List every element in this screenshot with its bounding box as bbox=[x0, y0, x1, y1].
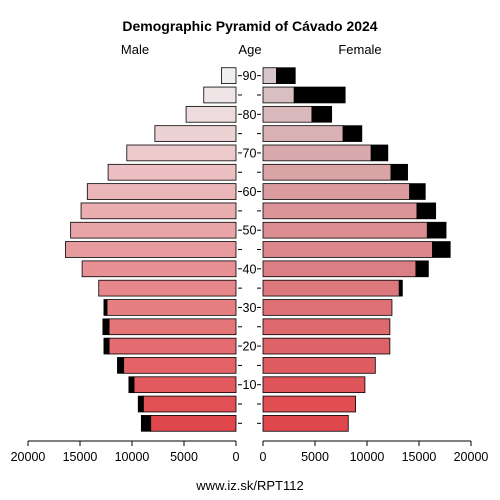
female-extra-bar-85-89 bbox=[293, 86, 346, 104]
source-footer[interactable]: www.iz.sk/RPT112 bbox=[196, 478, 304, 493]
male-bar-10-14 bbox=[133, 376, 237, 394]
male-x-tick-label: 15000 bbox=[63, 450, 98, 464]
female-header: Female bbox=[338, 42, 382, 57]
male-extra-bar-30-34 bbox=[103, 299, 108, 316]
male-extra-bar-10-14 bbox=[128, 376, 135, 394]
male-extra-bar-20-24 bbox=[103, 337, 110, 355]
male-extra-bar-15-19 bbox=[117, 357, 125, 374]
male-bar-15-19 bbox=[123, 357, 237, 374]
female-x-tick-label: 5000 bbox=[301, 450, 329, 464]
female-x-tick-label: 20000 bbox=[454, 450, 489, 464]
female-extra-bar-45-49 bbox=[432, 241, 451, 258]
female-bar-20-24 bbox=[262, 337, 391, 355]
male-bar-75-79 bbox=[154, 125, 237, 142]
male-x-tick-label: 5000 bbox=[170, 450, 198, 464]
female-bar-85-89 bbox=[262, 86, 295, 104]
male-x-tick-label: 0 bbox=[233, 450, 240, 464]
female-x-tick-label: 0 bbox=[260, 450, 267, 464]
male-bar-5-9 bbox=[143, 395, 237, 413]
male-x-tick-label: 10000 bbox=[115, 450, 150, 464]
male-bar-65-69 bbox=[107, 163, 237, 181]
age-tick-label: 30 bbox=[243, 301, 257, 315]
female-extra-bar-65-69 bbox=[390, 163, 408, 181]
male-extra-bar-25-29 bbox=[102, 318, 110, 336]
female-bar-10-14 bbox=[262, 376, 366, 394]
age-tick-label: 50 bbox=[243, 224, 257, 238]
male-bar-55-59 bbox=[80, 202, 237, 220]
age-tick-label: 80 bbox=[243, 108, 257, 122]
female-extra-bar-75-79 bbox=[342, 125, 363, 142]
male-bar-80-84 bbox=[185, 105, 237, 123]
age-tick-label: 70 bbox=[243, 146, 257, 160]
male-bar-90+ bbox=[221, 67, 237, 84]
female-bar-65-69 bbox=[262, 163, 392, 181]
chart-title: Demographic Pyramid of Cávado 2024 bbox=[122, 18, 378, 34]
male-bar-35-39 bbox=[98, 279, 237, 297]
age-header: Age bbox=[238, 42, 262, 57]
female-bar-50-54 bbox=[262, 221, 428, 239]
male-bar-60-64 bbox=[86, 183, 237, 200]
female-extra-bar-80-84 bbox=[311, 105, 333, 123]
male-bar-20-24 bbox=[108, 337, 237, 355]
female-bar-5-9 bbox=[262, 395, 356, 413]
female-x-tick-label: 15000 bbox=[402, 450, 437, 464]
female-bar-55-59 bbox=[262, 202, 418, 220]
female-extra-bar-55-59 bbox=[416, 202, 437, 220]
age-tick-label: 40 bbox=[243, 262, 257, 276]
age-tick-label: 60 bbox=[243, 185, 257, 199]
age-tick-label: 20 bbox=[243, 340, 257, 354]
male-bar-70-74 bbox=[126, 144, 237, 162]
male-bar-0-4 bbox=[150, 415, 237, 432]
female-bar-60-64 bbox=[262, 183, 411, 200]
male-x-tick-label: 20000 bbox=[11, 450, 46, 464]
female-extra-bar-90+ bbox=[276, 67, 296, 84]
female-bar-75-79 bbox=[262, 125, 344, 142]
female-extra-bar-35-39 bbox=[398, 279, 403, 297]
age-tick-label: 10 bbox=[243, 378, 257, 392]
female-extra-bar-50-54 bbox=[426, 221, 447, 239]
female-bar-40-44 bbox=[262, 260, 417, 278]
male-extra-bar-0-4 bbox=[140, 415, 152, 432]
male-bar-30-34 bbox=[106, 299, 237, 316]
male-header: Male bbox=[120, 42, 150, 57]
female-bar-15-19 bbox=[262, 357, 376, 374]
female-bar-80-84 bbox=[262, 105, 313, 123]
female-bar-70-74 bbox=[262, 144, 372, 162]
male-bar-40-44 bbox=[81, 260, 237, 278]
female-bar-90+ bbox=[262, 67, 277, 84]
female-bar-45-49 bbox=[262, 241, 433, 258]
male-bar-25-29 bbox=[108, 318, 237, 336]
female-bar-0-4 bbox=[262, 415, 349, 432]
male-bar-85-89 bbox=[203, 86, 237, 104]
female-bar-35-39 bbox=[262, 279, 400, 297]
male-extra-bar-5-9 bbox=[137, 395, 144, 413]
female-bar-25-29 bbox=[262, 318, 391, 336]
female-x-tick-label: 10000 bbox=[350, 450, 385, 464]
female-bar-30-34 bbox=[262, 299, 393, 316]
male-bar-50-54 bbox=[70, 221, 237, 239]
female-extra-bar-70-74 bbox=[370, 144, 389, 162]
male-bar-45-49 bbox=[65, 241, 237, 258]
female-extra-bar-40-44 bbox=[415, 260, 429, 278]
female-extra-bar-60-64 bbox=[409, 183, 426, 200]
age-tick-label: 90 bbox=[243, 69, 257, 83]
